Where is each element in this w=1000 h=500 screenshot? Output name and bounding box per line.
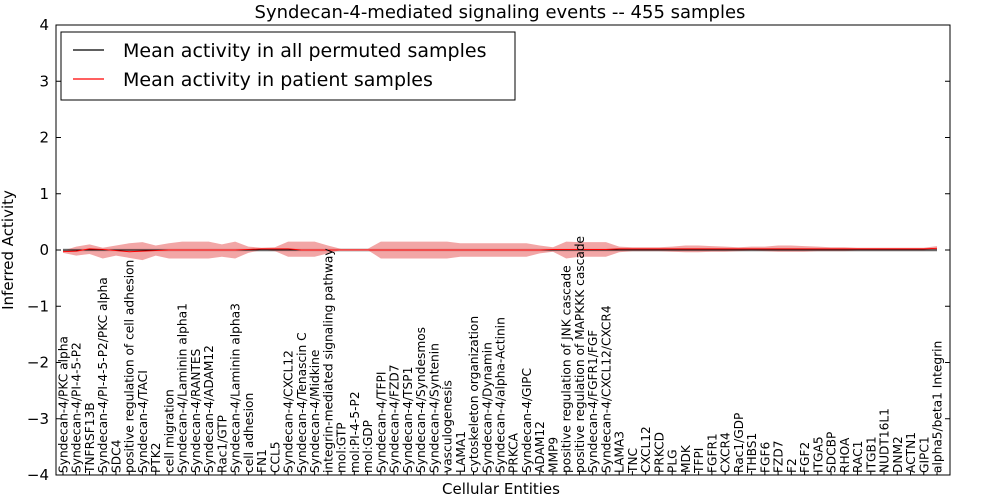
x-tick-label: mol:GDP (361, 420, 375, 473)
x-tick-label: Syndecan-4/Dynamin (480, 342, 494, 473)
x-tick-label: Syndecan-4/Midkine (308, 350, 322, 473)
x-tick-label: vasculogenesis (441, 380, 455, 473)
x-tick-label: TFPI (692, 448, 706, 474)
x-tick-label: Syndecan-4/FGFR1/FGF (586, 330, 600, 473)
x-tick-label: LAMA1 (454, 431, 468, 473)
x-tick-label: Syndecan-4/alpha-Actinin (494, 317, 508, 473)
x-tick-label: ITGB1 (864, 436, 878, 473)
x-tick-label: Syndecan-4/ADAM12 (202, 345, 216, 473)
x-tick-label: DNM2 (891, 436, 905, 473)
x-tick-label: TNFRSF13B (83, 402, 97, 474)
x-tick-label: CCL5 (268, 441, 282, 473)
x-tick-label: NUDT16L1 (878, 408, 892, 473)
x-tick-label: FGFR1 (705, 433, 719, 473)
x-tick-label: Syndecan-4/RANTES (189, 348, 203, 473)
x-tick-label: Syndecan-4/Laminin alpha1 (176, 303, 190, 473)
x-tick-label: Syndecan-4/Syntenin (427, 343, 441, 473)
patient-band (63, 241, 937, 261)
x-tick-label: FGF6 (758, 442, 772, 473)
x-tick-label: LAMA3 (613, 431, 627, 473)
y-tick-label: −4 (27, 466, 49, 484)
x-tick-label: integrin-mediated signaling pathway (321, 248, 335, 473)
y-tick-label: 2 (39, 129, 49, 147)
x-tick-label: PLG (666, 449, 680, 473)
x-tick-label: FZD7 (772, 441, 786, 474)
x-tick-label: Rac1/GDP (732, 413, 746, 473)
x-tick-label: Syndecan-4/TACI (136, 370, 150, 473)
x-tick-label: PRKCD (652, 432, 666, 473)
y-tick-label: −3 (27, 410, 49, 428)
x-tick-label: Syndecan-4/Laminin alpha3 (229, 303, 243, 473)
x-tick-label: mol:GTP (335, 422, 349, 473)
x-tick-label: Syndecan-4/PI-4-5-P2 (70, 342, 84, 473)
x-tick-label: F2 (785, 458, 799, 473)
x-tick-label: ACTN1 (904, 432, 918, 473)
plot-area (62, 241, 938, 261)
x-tick-label: Syndecan-4/Syndesmos (414, 327, 428, 473)
x-tick-label: Syndecan-4/TSP1 (401, 367, 415, 473)
x-tick-label: Syndecan-4/TFPI (374, 372, 388, 473)
x-tick-label: CXCR4 (719, 432, 733, 473)
x-tick-label: SDC4 (109, 439, 123, 473)
x-tick-label: THBS1 (745, 433, 759, 474)
series-line-patient (62, 247, 938, 253)
x-tick-label: PTK2 (149, 442, 163, 473)
x-tick-label: Syndecan-4/CXCL12 (282, 350, 296, 473)
x-tick-label: FGF2 (798, 442, 812, 473)
x-tick-label: RHOA (838, 437, 852, 473)
x-tick-label: cell adhesion (242, 393, 256, 473)
x-tick-label: cell migration (162, 389, 176, 473)
legend-box (60, 31, 516, 101)
y-tick-label: −1 (27, 297, 49, 315)
x-tick-label: alpha5/beta1 Integrin (931, 341, 945, 473)
x-tick-label: ITGA5 (811, 436, 825, 473)
x-tick-label: Syndecan-4/Tenascin C (295, 332, 309, 473)
x-tick-label: Syndecan-4/FZD7 (388, 364, 402, 473)
x-tick-label: positive regulation of JNK cascade (560, 265, 574, 473)
x-tick-label: Syndecan-4/PKC alpha (57, 336, 71, 473)
y-tick-label: 3 (39, 72, 49, 90)
x-tick-label: positive regulation of cell adhesion (123, 260, 137, 473)
y-tick-label: 4 (39, 16, 49, 34)
x-tick-label: CXCL12 (639, 426, 653, 473)
x-tick-label: MDK (679, 444, 693, 473)
x-tick-label: cytoskeleton organization (467, 316, 481, 473)
x-tick-label: Rac1/GTP (215, 415, 229, 473)
x-tick-label: RAC1 (851, 441, 865, 473)
y-axis-label: Inferred Activity (0, 190, 17, 310)
legend-label-permuted: Mean activity in all permuted samples (123, 40, 486, 62)
x-tick-label: positive regulation of MAPKKK cascade (573, 236, 587, 473)
x-tick-label: Syndecan-4/GIPC (520, 368, 534, 473)
x-tick-label: Syndecan-4/CXCL12/CXCR4 (599, 305, 613, 473)
x-tick-label: Syndecan-4/PI-4-5-P2/PKC alpha (96, 277, 110, 473)
x-tick-label: SDCBP (825, 432, 839, 473)
x-tick-label: ADAM12 (533, 421, 547, 473)
x-tick-label: mol:PI-4-5-P2 (348, 391, 362, 473)
y-tick-label: 1 (39, 185, 49, 203)
x-axis-label: Cellular Entities (442, 480, 560, 498)
x-tick-label: PRKCA (507, 432, 521, 473)
legend-label-patient: Mean activity in patient samples (123, 69, 433, 91)
legend: Mean activity in all permuted samples Me… (60, 31, 516, 101)
chart-title: Syndecan-4-mediated signaling events -- … (255, 2, 746, 23)
x-tick-label: GIPC1 (917, 436, 931, 473)
x-tick-label: TNC (626, 448, 640, 474)
x-tick-label: FN1 (255, 449, 269, 473)
y-tick-label: 0 (39, 241, 49, 259)
y-tick-label: −2 (27, 354, 49, 372)
x-tick-label: MMP9 (546, 437, 560, 473)
